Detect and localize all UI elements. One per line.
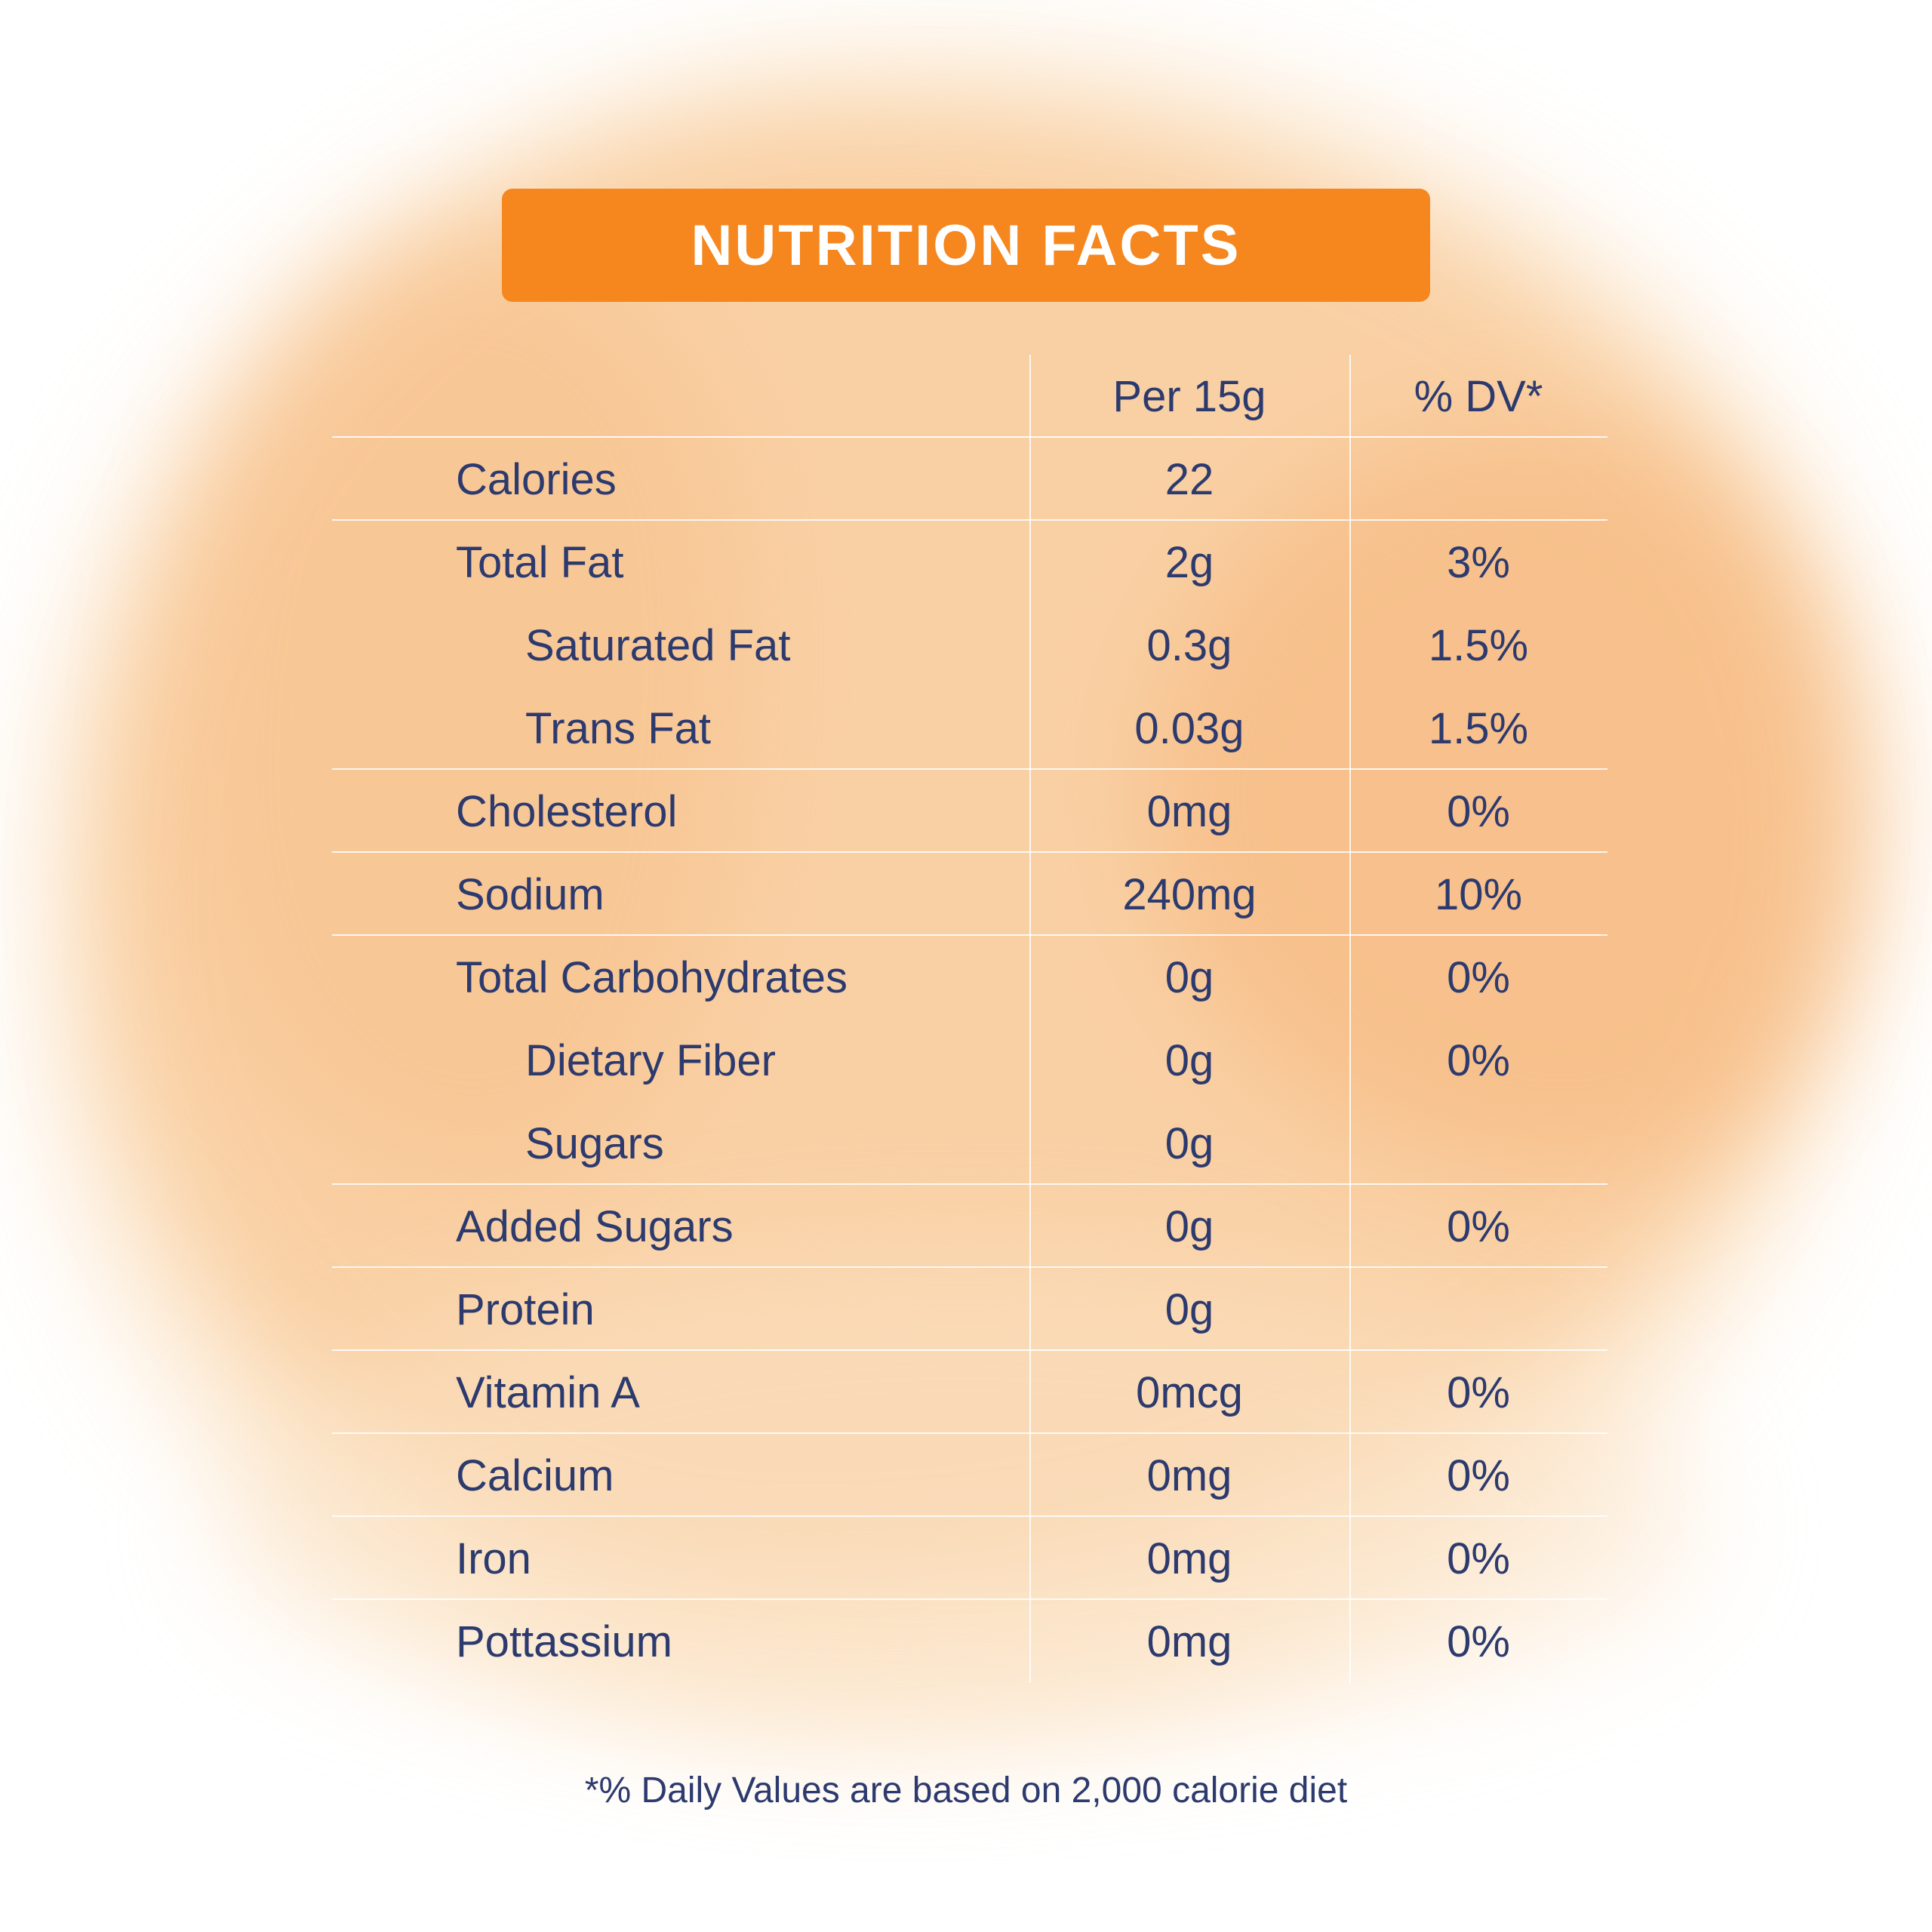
nutrient-amount: 0mg	[1146, 1534, 1232, 1583]
nutrient-label: Calories	[456, 454, 617, 504]
nutrient-amount: 0mg	[1146, 1451, 1232, 1500]
table-row: Cholesterol 0mg 0%	[332, 770, 1607, 853]
table-row: Vitamin A 0mcg 0%	[332, 1351, 1607, 1434]
table-row: Pottassium 0mg 0%	[332, 1600, 1607, 1683]
nutrient-dv: 0%	[1447, 1035, 1510, 1085]
nutrient-dv: 0%	[1447, 1201, 1510, 1251]
column-header-dv: % DV*	[1414, 371, 1543, 421]
nutrient-label: Saturated Fat	[525, 620, 791, 670]
nutrient-dv: 0%	[1447, 1617, 1510, 1666]
nutrient-dv: 1.5%	[1428, 620, 1529, 670]
nutrient-label: Added Sugars	[456, 1201, 734, 1251]
nutrient-amount: 0g	[1164, 1284, 1214, 1334]
nutrient-amount: 22	[1164, 454, 1214, 504]
nutrient-label: Total Fat	[456, 537, 624, 587]
nutrient-label: Dietary Fiber	[525, 1035, 776, 1085]
table-row: Sugars 0g	[332, 1102, 1607, 1185]
nutrient-dv: 0%	[1447, 1367, 1510, 1417]
title-bar: NUTRITION FACTS	[502, 189, 1430, 302]
table-row: Dietary Fiber 0g 0%	[332, 1019, 1607, 1102]
column-divider-right	[1349, 355, 1351, 1683]
nutrient-label: Trans Fat	[525, 703, 712, 753]
nutrient-label: Vitamin A	[456, 1367, 640, 1417]
nutrient-label: Total Carbohydrates	[456, 952, 848, 1002]
nutrient-amount: 0.3g	[1146, 620, 1232, 670]
nutrient-dv: 0%	[1447, 786, 1510, 836]
table-row: Calcium 0mg 0%	[332, 1434, 1607, 1517]
column-header-amount: Per 15g	[1112, 371, 1266, 421]
nutrient-amount: 0mg	[1146, 1617, 1232, 1666]
nutrient-amount: 0mcg	[1136, 1367, 1243, 1417]
nutrient-amount: 0g	[1164, 1201, 1214, 1251]
nutrient-label: Protein	[456, 1284, 595, 1334]
table-row: Saturated Fat 0.3g 1.5%	[332, 604, 1607, 687]
table-row: Protein 0g	[332, 1268, 1607, 1351]
table-row: Total Carbohydrates 0g 0%	[332, 936, 1607, 1019]
table-row: Iron 0mg 0%	[332, 1517, 1607, 1600]
column-divider-left	[1029, 355, 1031, 1683]
table-row: Added Sugars 0g 0%	[332, 1185, 1607, 1268]
table-row: Sodium 240mg 10%	[332, 853, 1607, 936]
nutrient-dv: 0%	[1447, 952, 1510, 1002]
nutrient-label: Sodium	[456, 869, 605, 919]
nutrient-dv: 0%	[1447, 1534, 1510, 1583]
nutrient-amount: 2g	[1164, 537, 1214, 587]
nutrient-dv: 10%	[1434, 869, 1523, 919]
nutrient-label: Cholesterol	[456, 786, 678, 836]
nutrient-amount: 0g	[1164, 952, 1214, 1002]
nutrient-label: Iron	[456, 1534, 531, 1583]
nutrient-amount: 0.03g	[1134, 703, 1244, 753]
nutrient-amount: 240mg	[1122, 869, 1257, 919]
nutrient-dv: 1.5%	[1428, 703, 1529, 753]
nutrient-amount: 0g	[1164, 1035, 1214, 1085]
nutrition-table: Per 15g % DV* Calories 22 Total Fat 2g 3…	[332, 355, 1607, 1683]
nutrient-dv: 0%	[1447, 1451, 1510, 1500]
nutrient-dv: 3%	[1447, 537, 1510, 587]
nutrient-label: Calcium	[456, 1451, 614, 1500]
nutrient-label: Sugars	[525, 1118, 664, 1168]
nutrient-amount: 0mg	[1146, 786, 1232, 836]
table-row: Calories 22	[332, 438, 1607, 521]
nutrient-amount: 0g	[1164, 1118, 1214, 1168]
table-body: Calories 22 Total Fat 2g 3% Saturated Fa…	[332, 438, 1607, 1683]
table-header-row: Per 15g % DV*	[332, 355, 1607, 438]
footer-note: *% Daily Values are based on 2,000 calor…	[584, 1770, 1348, 1810]
page-title: NUTRITION FACTS	[691, 213, 1241, 278]
table-row: Trans Fat 0.03g 1.5%	[332, 687, 1607, 770]
table-row: Total Fat 2g 3%	[332, 521, 1607, 604]
nutrient-label: Pottassium	[456, 1617, 672, 1666]
